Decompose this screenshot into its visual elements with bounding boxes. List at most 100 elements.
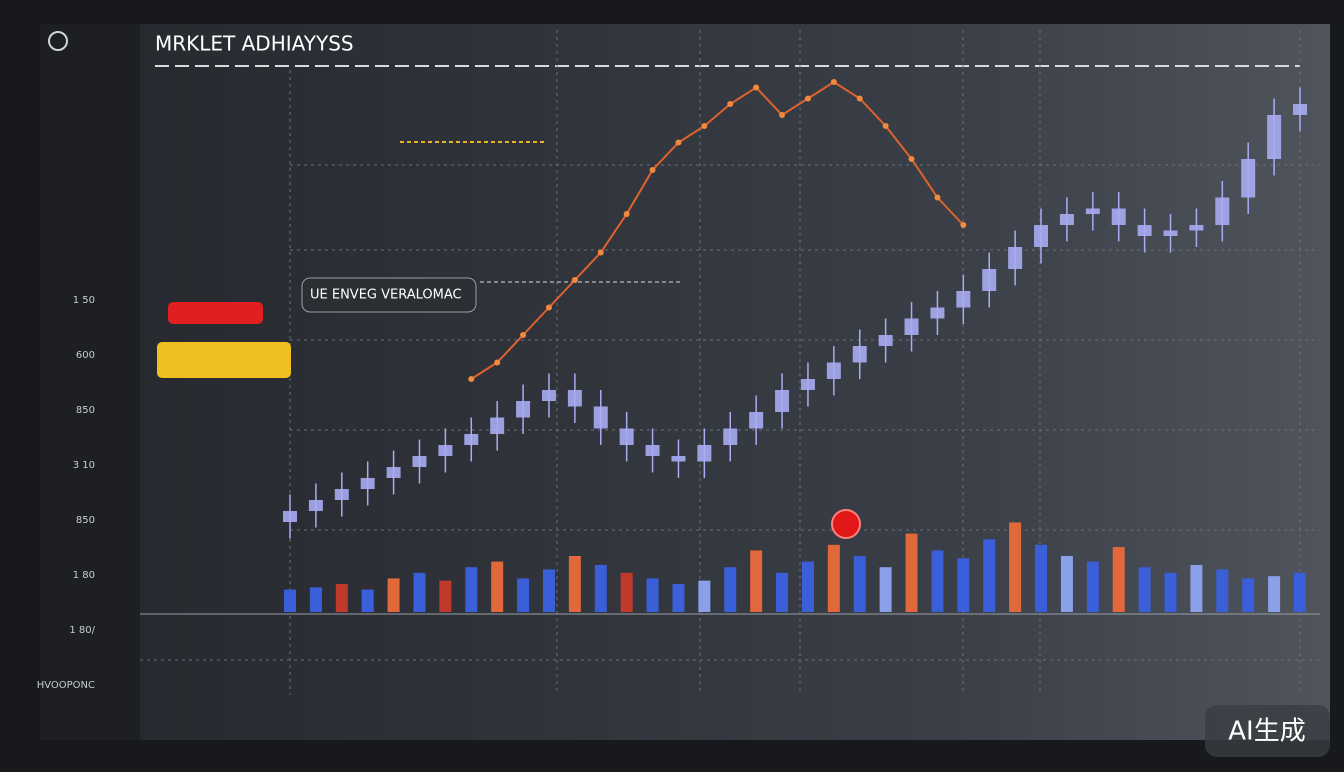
candle-body (1215, 197, 1230, 225)
trend-point (597, 249, 604, 256)
volume-bar (620, 572, 633, 612)
candle-body (308, 500, 323, 511)
volume-bar (1216, 569, 1229, 612)
plot (283, 79, 1307, 612)
volume-bar (724, 567, 737, 612)
candle-body (1189, 225, 1204, 231)
logo (48, 31, 68, 51)
candle-body (878, 335, 893, 346)
candle-body (360, 478, 375, 489)
trend-point (856, 95, 863, 102)
watermark-box (1205, 705, 1330, 757)
volume-bar (465, 567, 478, 612)
volume-bar (879, 567, 892, 612)
candle-body (904, 318, 919, 335)
volume-bar (1164, 572, 1177, 612)
volume-bar (1190, 564, 1203, 612)
volume-bar (413, 572, 426, 612)
volume-bar (594, 564, 607, 612)
trend-point (545, 304, 552, 311)
callout-box (301, 277, 477, 313)
volume-bar (1294, 572, 1306, 612)
sidebar-item: 1 80/ (69, 625, 95, 636)
volume-bar (284, 589, 296, 612)
volume-bar (439, 580, 452, 612)
frame (40, 24, 1330, 740)
candle-body (1293, 104, 1307, 115)
trend-point (520, 332, 527, 338)
sidebar-item: 1 80 (73, 570, 95, 581)
volume-bar (1035, 544, 1048, 612)
volume-bar (750, 550, 763, 612)
volume-bar (361, 589, 374, 612)
volume-bar (827, 544, 840, 612)
trend-point (934, 194, 941, 201)
sidebar-item: 600 (76, 350, 95, 361)
volume-bar (957, 558, 970, 612)
volume-bar (646, 578, 659, 612)
candle-body (775, 390, 790, 412)
candle-body (852, 346, 867, 363)
sidebar-item: 850 (76, 515, 95, 526)
trend-point (960, 222, 967, 228)
volume-bar (1138, 567, 1151, 612)
red-button[interactable] (168, 302, 263, 324)
volume-bar (1268, 576, 1281, 612)
volume-bar (1086, 561, 1099, 612)
trend-point (830, 79, 837, 85)
volume-bar (1112, 547, 1125, 612)
candle-body (697, 445, 712, 462)
candle-body (930, 307, 945, 319)
candle-body (1267, 115, 1282, 159)
trend-point (753, 84, 760, 91)
volume-bar (1060, 556, 1073, 612)
volume-bar (983, 539, 996, 612)
candle-body (645, 445, 660, 456)
candle-body (593, 406, 608, 429)
volume-bar (387, 578, 400, 612)
trend-point (649, 167, 656, 173)
candle-body (1163, 230, 1178, 236)
volume-bar (568, 556, 581, 612)
volume-bar (491, 561, 504, 612)
volume-bar (698, 580, 711, 612)
candle-body (516, 401, 531, 418)
sidebar-item: 850 (76, 405, 95, 416)
candle-body (982, 269, 997, 291)
volume-bar (335, 584, 348, 612)
candle-body (1137, 225, 1152, 236)
candle-body (671, 456, 686, 462)
trend-point (804, 95, 811, 102)
trend-line (470, 80, 965, 380)
candle-body (283, 511, 297, 522)
candle-body (749, 412, 764, 429)
yellow-button[interactable] (157, 342, 291, 378)
trend-point (675, 139, 682, 146)
volume-bar (1242, 578, 1255, 612)
candle-body (490, 417, 505, 434)
trend-point (779, 112, 786, 118)
volume-bar (776, 572, 789, 612)
candle-body (464, 434, 479, 445)
watermark: AI生成 (1228, 717, 1305, 747)
volume-bar (853, 556, 866, 612)
candle-body (1241, 159, 1256, 198)
volume-bar (905, 533, 918, 612)
candle-body (619, 428, 634, 445)
volume-bar (801, 561, 814, 612)
volume-bar (517, 578, 530, 612)
trend-point (908, 156, 915, 162)
candle-body (1085, 208, 1100, 214)
trend-point (727, 101, 734, 107)
candle-body (567, 390, 582, 407)
candle-body (386, 467, 401, 478)
sidebar (40, 24, 140, 740)
candle-body (1034, 225, 1049, 247)
trend-point (701, 123, 708, 129)
trend-point (571, 277, 578, 283)
volume-bar (672, 584, 685, 612)
sidebar-item: 1 50 (73, 295, 95, 306)
candle-body (334, 489, 349, 500)
